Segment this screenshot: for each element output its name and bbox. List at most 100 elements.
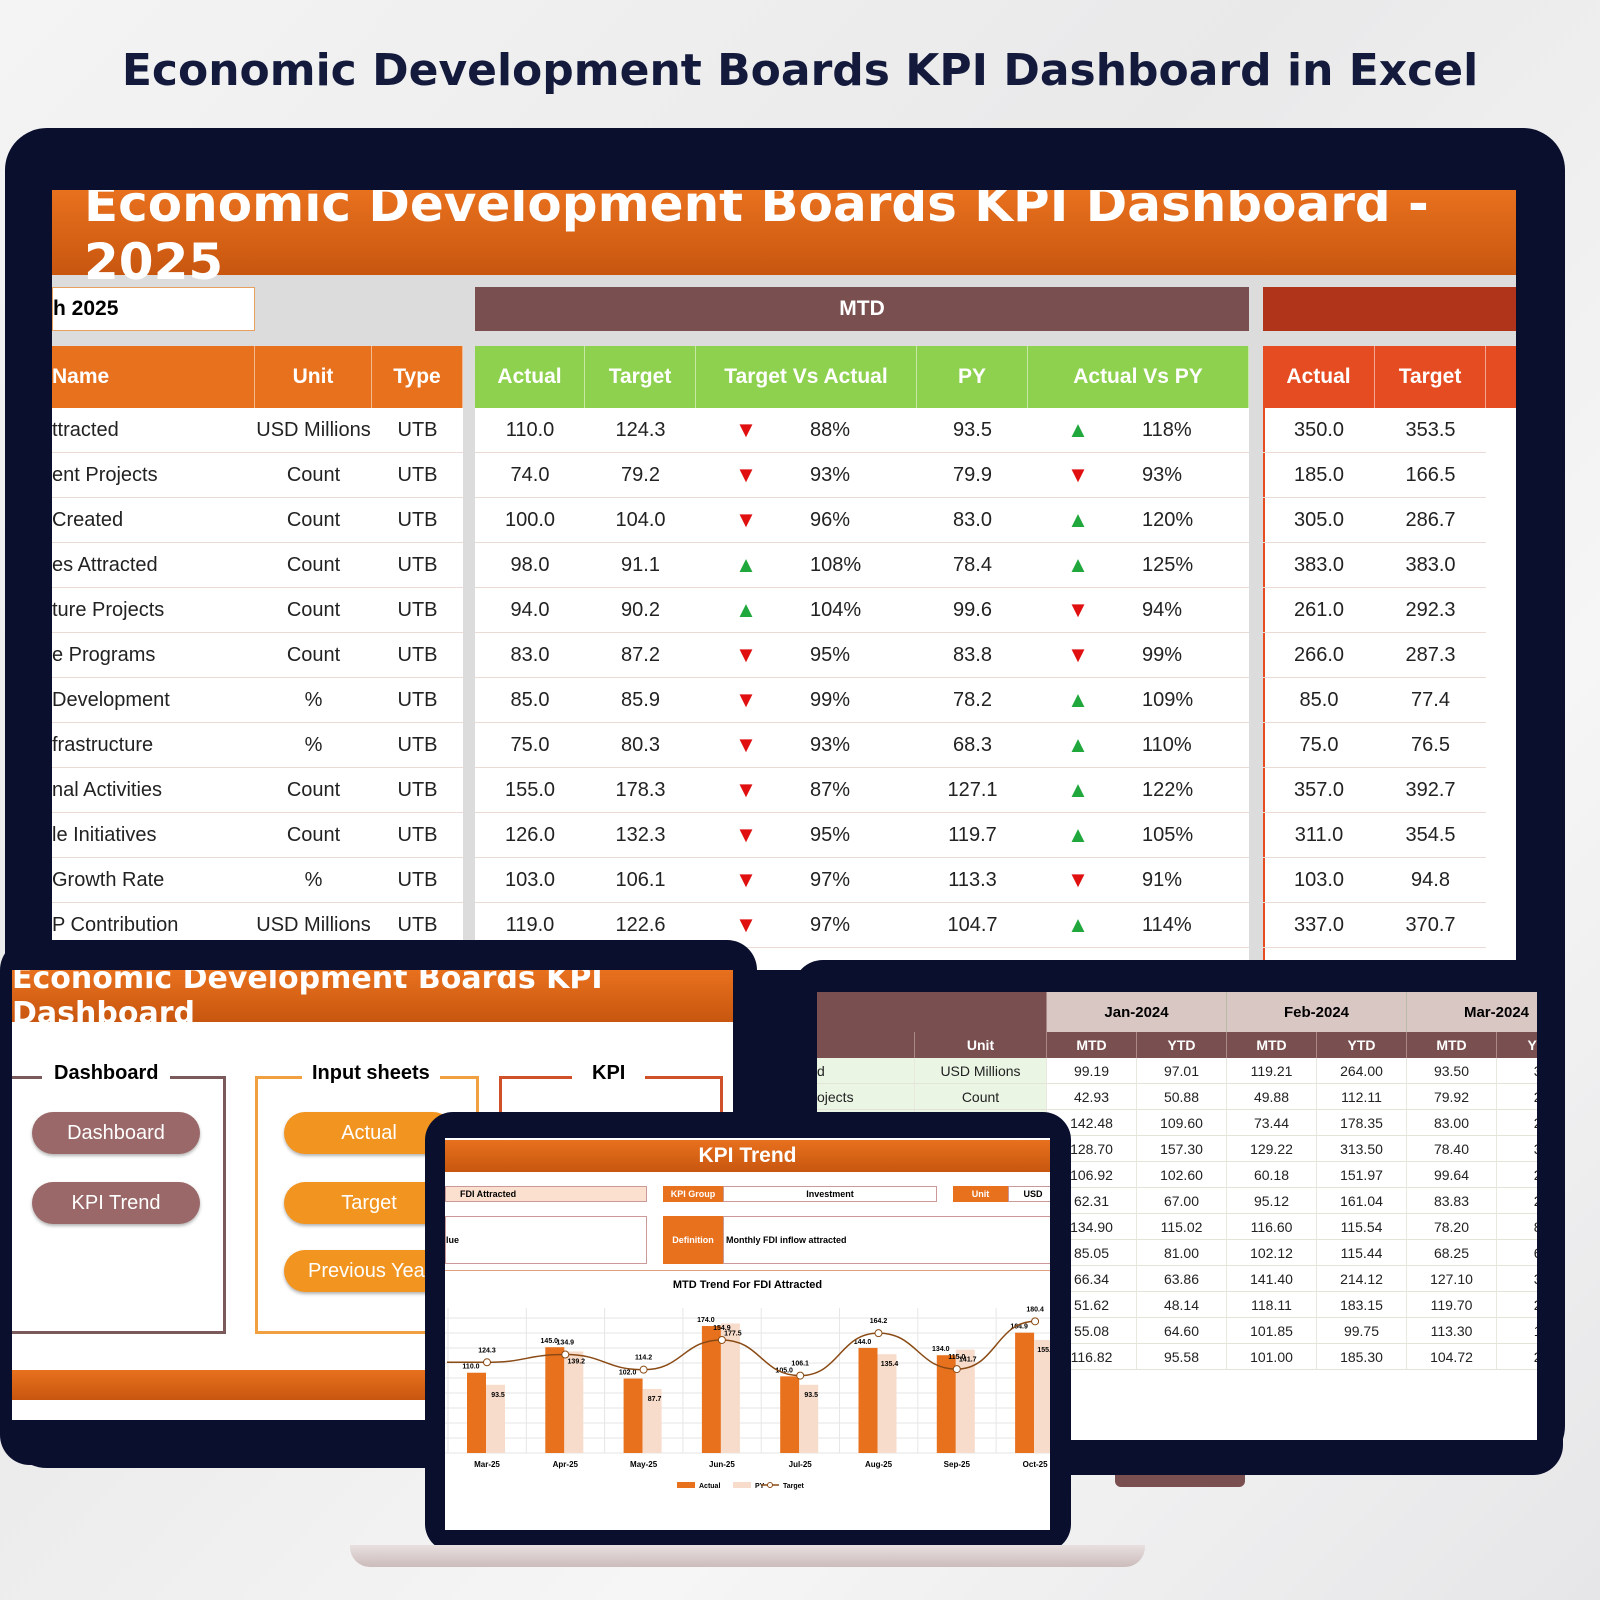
- cell-py: 78.4: [917, 543, 1028, 588]
- cell-type: UTB: [372, 588, 463, 633]
- row-value: 115.44: [1317, 1240, 1407, 1266]
- row-value: 27: [1497, 1344, 1537, 1370]
- row-value: 27: [1497, 1292, 1537, 1318]
- triangle-down-icon: ▼: [696, 678, 796, 723]
- cell-ytd_actual: 103.0: [1263, 858, 1375, 903]
- cell-ytd_target: 383.0: [1375, 543, 1486, 588]
- cell-target: 106.1: [585, 858, 696, 903]
- cell-unit: %: [255, 723, 372, 768]
- bar-actual: [545, 1347, 565, 1453]
- row-value: 119.21: [1227, 1058, 1317, 1084]
- row-value: 99.19: [1047, 1058, 1137, 1084]
- month-header: Feb-2024: [1227, 992, 1407, 1032]
- row-value: 157.30: [1137, 1136, 1227, 1162]
- column-header-avp: Actual Vs PY: [1028, 346, 1249, 408]
- x-tick-label: Jul-25: [789, 1460, 813, 1469]
- cell-name: Created: [52, 498, 255, 543]
- bar-actual: [623, 1378, 643, 1453]
- dashboard-banner: Economic Development Boards KPI Dashboar…: [52, 190, 1516, 291]
- row-value: 62.31: [1047, 1188, 1137, 1214]
- bar-py: [955, 1349, 975, 1453]
- row-value: 104.72: [1407, 1344, 1497, 1370]
- dashboard-nav-button[interactable]: Dashboard: [32, 1112, 200, 1154]
- label-actual: 164.9: [1010, 1324, 1028, 1331]
- row-value: 26: [1497, 1162, 1537, 1188]
- row-value: 79.92: [1407, 1084, 1497, 1110]
- column-header-extra: [1486, 346, 1516, 408]
- row-value: 101.00: [1227, 1344, 1317, 1370]
- table-row: nal Activities Count UTB 155.0 178.3 127.1 357…: [52, 768, 1516, 813]
- cell-tva: 99%: [796, 678, 917, 723]
- row-name: d: [817, 1058, 915, 1084]
- cell-py: 93.5: [917, 408, 1028, 453]
- cell-unit: Count: [255, 498, 372, 543]
- cell-tva: 93%: [796, 453, 917, 498]
- label-actual: 174.0: [697, 1317, 715, 1324]
- label-actual: 105.0: [775, 1367, 793, 1374]
- cell-py: 83.0: [917, 498, 1028, 543]
- label-py: 135.4: [881, 1361, 899, 1368]
- row-value: 93.50: [1407, 1058, 1497, 1084]
- cell-ytd_actual: 383.0: [1263, 543, 1375, 588]
- triangle-down-icon: ▼: [696, 858, 796, 903]
- row-value: 109.60: [1137, 1110, 1227, 1136]
- triangle-down-icon: ▼: [696, 408, 796, 453]
- cell-name: Development: [52, 678, 255, 723]
- kpi-group-label: KPI Group: [663, 1186, 723, 1202]
- unit-header: Unit: [915, 1032, 1047, 1058]
- kpi-group-label: KPI: [572, 1062, 646, 1085]
- column-header-unit: Unit: [255, 346, 372, 408]
- month-selector[interactable]: h 2025: [52, 287, 255, 331]
- bar-py: [642, 1389, 662, 1453]
- bar-actual: [701, 1326, 721, 1453]
- column-header-py: PY: [917, 346, 1028, 408]
- chart-title: MTD Trend For FDI Attracted: [672, 1279, 823, 1291]
- cell-actual: 85.0: [475, 678, 585, 723]
- x-tick-label: Aug-25: [865, 1460, 893, 1469]
- kpi-group-value: Investment: [723, 1186, 937, 1202]
- cell-name: frastructure: [52, 723, 255, 768]
- row-value: 101.85: [1227, 1318, 1317, 1344]
- unit-label: Unit: [953, 1186, 1008, 1202]
- row-value: 116.60: [1227, 1214, 1317, 1240]
- cell-actual: 126.0: [475, 813, 585, 858]
- row-value: 78.20: [1407, 1214, 1497, 1240]
- target-marker: [483, 1358, 491, 1367]
- cell-name: ture Projects: [52, 588, 255, 633]
- cell-ytd_target: 94.8: [1375, 858, 1486, 903]
- triangle-up-icon: ▲: [696, 588, 796, 633]
- kpi-selector[interactable]: FDI Attracted: [445, 1186, 647, 1202]
- ytd-section-header: [1263, 287, 1516, 331]
- mtd-header: MTD: [1407, 1032, 1497, 1058]
- cell-target: 124.3: [585, 408, 696, 453]
- kpi-trend-nav-button[interactable]: KPI Trend: [32, 1182, 200, 1224]
- cell-tva: 104%: [796, 588, 917, 633]
- target-marker: [1031, 1317, 1040, 1326]
- cell-tva: 87%: [796, 768, 917, 813]
- cell-unit: Count: [255, 633, 372, 678]
- cell-avp: 125%: [1128, 543, 1249, 588]
- row-value: 129.22: [1227, 1136, 1317, 1162]
- cell-name: e Programs: [52, 633, 255, 678]
- row-value: 119.70: [1407, 1292, 1497, 1318]
- cell-unit: Count: [255, 588, 372, 633]
- row-value: 78.40: [1407, 1136, 1497, 1162]
- cell-ytd_target: 354.5: [1375, 813, 1486, 858]
- cell-py: 83.8: [917, 633, 1028, 678]
- row-value: 67.00: [1137, 1188, 1227, 1214]
- row-value: 95.58: [1137, 1344, 1227, 1370]
- row-value: 102.12: [1227, 1240, 1317, 1266]
- definition-value: Monthly FDI inflow attracted: [723, 1216, 1050, 1264]
- cell-actual: 100.0: [475, 498, 585, 543]
- table-row: Growth Rate% UTB 103.0 106.1 113.3 103.0 94.8 ▼…: [52, 858, 1516, 903]
- target-marker: [561, 1350, 570, 1359]
- row-value: 28: [1497, 1110, 1537, 1136]
- row-value: 97.01: [1137, 1058, 1227, 1084]
- label-target: 114.2: [635, 1355, 652, 1362]
- table-row: Created Count UTB 100.0 104.0 83.0 305.0 286.7 ▼…: [52, 498, 1516, 543]
- trend-banner: KPI Trend: [445, 1140, 1050, 1172]
- cell-ytd_target: 392.7: [1375, 768, 1486, 813]
- row-value: 85.05: [1047, 1240, 1137, 1266]
- cell-type: UTB: [372, 813, 463, 858]
- cell-target: 178.3: [585, 768, 696, 813]
